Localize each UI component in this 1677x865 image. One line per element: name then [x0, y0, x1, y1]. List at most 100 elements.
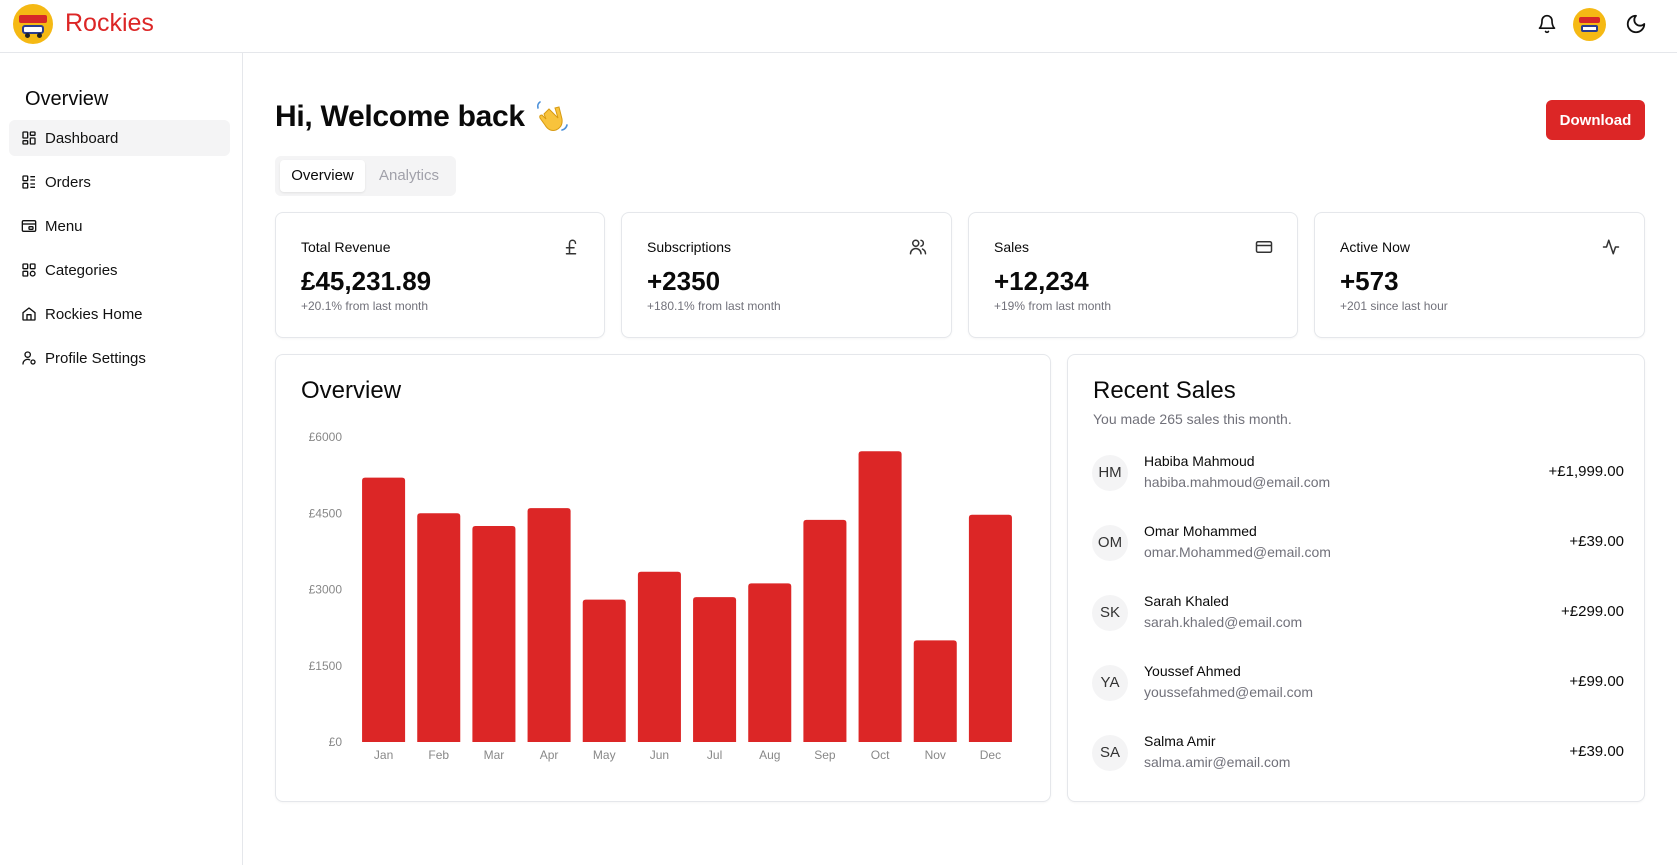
page-title: Hi, Welcome back: [275, 100, 525, 133]
stat-value: £45,231.89: [301, 266, 432, 296]
home-icon: [22, 307, 36, 321]
avatar: OM: [1092, 525, 1128, 561]
menu-icon: [21, 220, 37, 232]
download-button[interactable]: Download: [1546, 100, 1645, 140]
stat-card-subscriptions: Subscriptions +2350 +180.1% from last mo…: [621, 212, 952, 338]
list-item: SK Sarah Khaled sarah.khaled@email.com +…: [1092, 591, 1624, 635]
customer-email: youssefahmed@email.com: [1144, 684, 1314, 700]
recent-sales-title: Recent Sales: [1093, 377, 1236, 404]
sale-amount: +£39.00: [1569, 743, 1624, 760]
bar-mar[interactable]: [472, 525, 516, 742]
stat-subtext: +20.1% from last month: [301, 299, 429, 313]
avatar[interactable]: [1573, 8, 1606, 41]
y-tick-label: £1500: [309, 659, 343, 673]
categories-icon: [22, 263, 36, 277]
stat-value: +2350: [647, 266, 721, 296]
customer-email: sarah.khaled@email.com: [1144, 614, 1303, 630]
sidebar-item-label: Menu: [45, 217, 83, 235]
top-bar: Rockies: [0, 0, 1677, 53]
stat-value: +573: [1340, 266, 1399, 296]
tab-overview[interactable]: Overview: [280, 160, 365, 192]
bar-jul[interactable]: [693, 597, 737, 742]
sidebar-item-profile-settings[interactable]: Profile Settings: [9, 340, 230, 376]
brand-name[interactable]: Rockies: [65, 9, 154, 37]
x-tick-label: Jun: [650, 748, 669, 762]
overview-chart-card: Overview £0 £1500 £3000 £4500 £6000 Jan Feb Mar…: [275, 354, 1051, 802]
stat-card-sales: Sales +12,234 +19% from last month: [968, 212, 1298, 338]
overview-bar-chart: £0 £1500 £3000 £4500 £6000 Jan Feb Mar Apr May Jun…: [309, 430, 1012, 762]
stat-subtext: +180.1% from last month: [647, 299, 781, 313]
sidebar-item-label: Orders: [45, 173, 91, 191]
list-item: HM Habiba Mahmoud habiba.mahmoud@email.c…: [1092, 451, 1624, 495]
x-tick-label: Aug: [759, 748, 780, 762]
credit-card-icon: [1255, 241, 1273, 253]
list-item: OM Omar Mohammed omar.Mohammed@email.com…: [1092, 521, 1624, 565]
bar-jan[interactable]: [362, 477, 406, 742]
sidebar-title: Overview: [25, 88, 109, 110]
avatar: SK: [1092, 595, 1128, 631]
logo-icon[interactable]: [13, 4, 53, 44]
y-tick-label: £6000: [309, 430, 343, 444]
x-tick-label: Jul: [707, 748, 722, 762]
customer-name: Sarah Khaled: [1144, 593, 1229, 609]
sale-amount: +£299.00: [1561, 603, 1624, 620]
bar-oct[interactable]: [858, 451, 902, 742]
stat-label: Active Now: [1340, 239, 1411, 255]
list-item: SA Salma Amir salma.amir@email.com +£39.…: [1092, 731, 1624, 775]
bar-feb[interactable]: [417, 513, 461, 742]
stat-value: +12,234: [994, 266, 1089, 296]
customer-email: habiba.mahmoud@email.com: [1144, 474, 1331, 490]
bar-dec[interactable]: [968, 514, 1012, 742]
bar-apr[interactable]: [527, 508, 571, 742]
avatar: SA: [1092, 735, 1128, 771]
pound-icon: [565, 239, 577, 255]
x-tick-label: Nov: [925, 748, 946, 762]
stat-card-total-revenue: Total Revenue £45,231.89 +20.1% from las…: [275, 212, 605, 338]
sale-amount: +£1,999.00: [1548, 463, 1625, 480]
sale-amount: +£99.00: [1569, 673, 1624, 690]
bar-sep[interactable]: [803, 519, 847, 742]
sidebar-item-categories[interactable]: Categories: [9, 252, 230, 288]
bar-aug[interactable]: [748, 583, 792, 742]
sale-amount: +£39.00: [1569, 533, 1624, 550]
y-tick-label: £4500: [309, 506, 343, 520]
customer-name: Salma Amir: [1144, 733, 1216, 749]
x-tick-label: Oct: [871, 748, 890, 762]
x-tick-label: May: [593, 748, 616, 762]
stat-subtext: +201 since last hour: [1340, 299, 1448, 313]
avatar: YA: [1092, 665, 1128, 701]
x-tick-label: Feb: [428, 748, 449, 762]
y-tick-label: £3000: [309, 583, 343, 597]
sidebar-item-label: Rockies Home: [45, 305, 143, 323]
customer-email: salma.amir@email.com: [1144, 754, 1291, 770]
bar-may[interactable]: [582, 599, 626, 742]
stat-label: Subscriptions: [647, 239, 732, 255]
users-icon: [909, 239, 927, 255]
list-item: YA Youssef Ahmed youssefahmed@email.com …: [1092, 661, 1624, 705]
stat-subtext: +19% from last month: [994, 299, 1112, 313]
sidebar-item-dashboard[interactable]: Dashboard: [9, 120, 230, 156]
sidebar: Overview Dashboard Orders Menu Categorie…: [0, 53, 243, 865]
customer-email: omar.Mohammed@email.com: [1144, 544, 1331, 560]
recent-sales-card: Recent Sales You made 265 sales this mon…: [1067, 354, 1645, 802]
tab-analytics[interactable]: Analytics: [378, 167, 440, 184]
moon-icon[interactable]: [1624, 12, 1648, 36]
user-settings-icon: [22, 351, 36, 365]
bell-icon[interactable]: [1535, 12, 1559, 36]
x-tick-label: Mar: [484, 748, 505, 762]
stat-label: Total Revenue: [301, 239, 391, 255]
sidebar-item-orders[interactable]: Orders: [9, 164, 230, 200]
sidebar-item-label: Categories: [45, 261, 118, 279]
sidebar-item-rockies-home[interactable]: Rockies Home: [9, 296, 230, 332]
tabs: Overview Analytics: [275, 156, 456, 196]
customer-name: Omar Mohammed: [1144, 523, 1257, 539]
bar-jun[interactable]: [637, 571, 681, 742]
stat-label: Sales: [994, 239, 1030, 255]
sidebar-item-label: Dashboard: [45, 129, 119, 147]
x-tick-label: Jan: [374, 748, 393, 762]
x-tick-label: Dec: [980, 748, 1001, 762]
customer-name: Youssef Ahmed: [1144, 663, 1241, 679]
overview-title: Overview: [301, 377, 402, 404]
bar-nov[interactable]: [913, 640, 957, 742]
sidebar-item-menu[interactable]: Menu: [9, 208, 230, 244]
